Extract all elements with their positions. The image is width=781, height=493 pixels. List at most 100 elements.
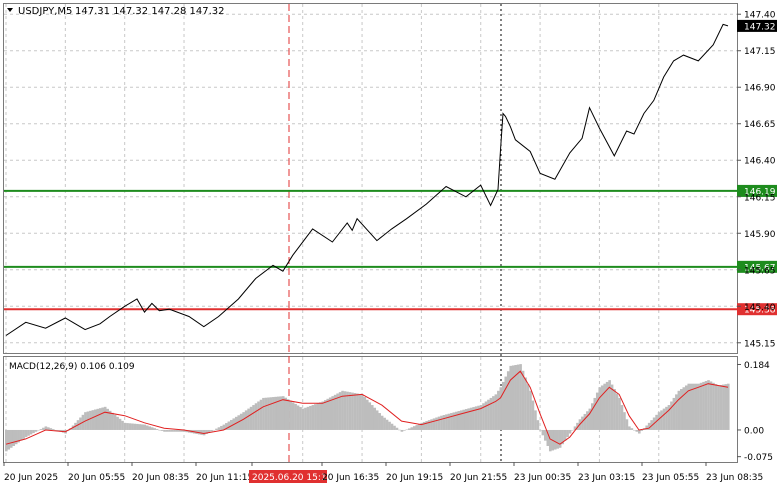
macd-histogram-bar [712, 382, 715, 430]
macd-histogram-bar [207, 429, 211, 433]
horizontal-levels: 146.19 145.67 145.38 [4, 184, 777, 316]
macd-histogram-bar [338, 392, 342, 430]
macd-histogram-bar [351, 392, 354, 430]
macd-histogram-bar [442, 415, 446, 430]
time-markers [288, 4, 502, 462]
macd-histogram-bar [724, 384, 728, 430]
macd-histogram-bar [150, 427, 154, 430]
macd-histogram-bar [113, 414, 117, 430]
macd-histogram-bar [175, 429, 179, 432]
macd-histogram-bar [682, 387, 686, 430]
macd-histogram-bar [200, 429, 203, 435]
macd-histogram-bar [24, 429, 28, 438]
macd-histogram-bar [383, 417, 386, 430]
macd-histogram-bar [600, 385, 604, 430]
current-price-tag [737, 19, 777, 32]
macd-histogram-bar [286, 399, 290, 430]
macd-histogram-bar [328, 397, 332, 430]
macd-histogram-bar [548, 429, 552, 452]
macd-histogram-bar [412, 426, 416, 430]
macd-series [5, 364, 730, 452]
macd-histogram-bar [366, 399, 369, 430]
price-pane-frame [3, 3, 738, 354]
price-gridlines [4, 4, 737, 353]
macd-histogram-bar [138, 424, 142, 430]
macd-histogram-bar [158, 429, 161, 431]
macd-histogram-bar [655, 414, 658, 430]
macd-histogram-bar [395, 427, 399, 430]
ohlc-readout: 147.31 147.32 147.28 147.32 [75, 6, 225, 17]
macd-histogram-bar [440, 415, 443, 430]
macd-histogram-bar [437, 416, 441, 430]
macd-histogram-bar [173, 429, 176, 432]
macd-histogram-bar [595, 392, 599, 430]
macd-histogram-bar [301, 408, 305, 430]
macd-histogram-bar [445, 414, 448, 430]
macd-histogram-bar [165, 429, 169, 432]
macd-histogram-bar [447, 413, 451, 430]
macd-histogram-bar [408, 428, 411, 430]
macd-histogram-bar [657, 412, 661, 430]
macd-histogram-bar [321, 401, 325, 430]
macd-histogram-bar [299, 407, 302, 430]
macd-histogram-bar [637, 429, 641, 434]
macd-histogram-bar [118, 418, 122, 430]
level-price-label: 145.38 [744, 306, 776, 316]
macd-histogram-bar [511, 365, 515, 430]
macd-histogram-bar [155, 429, 159, 430]
macd-histogram-bar [34, 429, 38, 432]
time-tick-label: 20 Jun 16:35 [322, 473, 379, 483]
macd-histogram-bar [316, 403, 320, 430]
macd-histogram-bar [455, 411, 458, 430]
macd-histogram-bar [289, 400, 292, 430]
macd-histogram-bar [529, 390, 532, 430]
macd-histogram-bar [239, 413, 243, 430]
macd-histogram-bar [259, 399, 263, 430]
macd-histogram-bar [697, 383, 700, 430]
macd-histogram-bar [675, 394, 678, 430]
macd-histogram-bar [311, 405, 315, 430]
macd-histogram-bar [373, 407, 377, 430]
macd-histogram-bar [170, 429, 174, 432]
time-axis: 20 Jun 2025 20 Jun 05:55 20 Jun 08:35 20 Ju… [3, 462, 763, 483]
time-tick-label: 23 Jun 08:35 [706, 473, 763, 483]
macd-histogram-bar [417, 423, 421, 430]
macd-histogram-bar [385, 419, 389, 430]
macd-histogram-bar [47, 427, 50, 430]
macd-histogram-bar [242, 412, 245, 430]
macd-histogram-bar [244, 410, 248, 430]
macd-histogram-bar [257, 401, 260, 430]
macd-histogram-bar [539, 429, 542, 431]
macd-histogram-bar [692, 383, 695, 430]
dropdown-triangle-icon[interactable] [7, 8, 13, 12]
macd-histogram-bar [633, 429, 636, 431]
chart-header: USDJPY,M5 147.31 147.32 147.28 147.32 [7, 6, 225, 17]
macd-histogram-bar [210, 429, 213, 432]
macd-histogram-bar [212, 429, 216, 431]
macd-histogram-bar [380, 415, 384, 430]
macd-histogram-bar [183, 429, 186, 432]
macd-tick-label: 0.00 [744, 426, 764, 436]
macd-label: MACD(12,26,9) 0.106 0.109 [9, 362, 135, 372]
macd-histogram-bar [469, 407, 473, 430]
macd-histogram-bar [660, 410, 663, 430]
macd-histogram-bar [680, 389, 683, 430]
macd-histogram-bar [375, 410, 379, 430]
macd-histogram-bar [291, 402, 295, 430]
macd-histogram-bar [296, 405, 300, 430]
macd-histogram-bar [620, 405, 624, 430]
macd-histogram-bar [625, 419, 629, 430]
macd-histogram-bar [215, 428, 218, 430]
price-series [5, 23, 729, 336]
macd-histogram-bar [247, 408, 250, 430]
macd-histogram-bar [714, 384, 718, 430]
macd-histogram-bar [153, 428, 156, 430]
macd-histogram-bar [598, 387, 602, 430]
macd-histogram-bar [37, 429, 40, 431]
macd-histogram-bar [123, 422, 127, 430]
symbol-label: USDJPY,M5 [18, 6, 72, 17]
macd-histogram-bar [205, 429, 208, 434]
macd-histogram-bar [427, 420, 431, 430]
